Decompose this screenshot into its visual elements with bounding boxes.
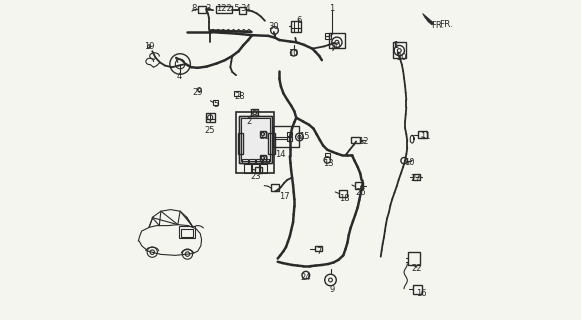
Bar — [329, 33, 345, 48]
Text: FR.: FR. — [439, 20, 453, 29]
Bar — [256, 159, 261, 163]
Bar — [260, 164, 267, 173]
Bar — [239, 116, 272, 163]
Bar — [239, 116, 272, 163]
Text: 18: 18 — [339, 194, 350, 203]
Bar — [239, 7, 246, 14]
Bar — [254, 167, 261, 173]
Text: 21: 21 — [260, 132, 270, 141]
Text: FR.: FR. — [431, 21, 444, 30]
Bar — [286, 137, 292, 141]
Text: 14: 14 — [275, 150, 285, 159]
Bar — [242, 159, 248, 163]
Text: 21: 21 — [260, 156, 270, 165]
Text: 122.5: 122.5 — [216, 4, 240, 12]
Bar — [241, 118, 270, 161]
Text: 29: 29 — [192, 88, 203, 97]
Text: 20: 20 — [330, 42, 340, 51]
Bar — [351, 137, 360, 143]
Text: 24: 24 — [300, 273, 311, 282]
Text: 8: 8 — [192, 4, 197, 12]
Bar — [291, 21, 301, 32]
Bar — [325, 153, 330, 157]
Bar — [213, 100, 218, 105]
Bar — [252, 164, 259, 173]
Text: 15: 15 — [299, 132, 309, 141]
Text: 12: 12 — [358, 137, 369, 146]
Bar — [252, 109, 258, 116]
Text: 10: 10 — [288, 49, 299, 58]
Text: 9: 9 — [329, 285, 335, 294]
Bar — [413, 174, 420, 180]
Text: 1: 1 — [393, 41, 398, 50]
Text: 2: 2 — [246, 117, 252, 126]
Text: 16: 16 — [417, 289, 427, 298]
Bar — [268, 133, 274, 154]
Bar — [244, 164, 250, 173]
Text: 30: 30 — [268, 22, 279, 31]
Text: 26: 26 — [355, 188, 365, 197]
Bar — [260, 155, 266, 161]
Bar — [263, 159, 269, 163]
Text: 23: 23 — [250, 172, 261, 181]
Text: 3: 3 — [206, 4, 211, 12]
Text: 17: 17 — [279, 192, 289, 201]
Bar — [260, 131, 266, 137]
Text: 4: 4 — [177, 72, 182, 81]
Bar — [339, 190, 347, 197]
Bar — [314, 246, 321, 251]
Text: 25: 25 — [205, 126, 215, 135]
Text: 6: 6 — [297, 16, 302, 25]
Bar — [408, 252, 421, 265]
Bar — [181, 229, 193, 237]
Bar — [238, 133, 243, 154]
Text: 1: 1 — [329, 4, 335, 13]
Bar — [216, 6, 232, 13]
Bar — [418, 131, 427, 138]
Bar — [234, 91, 240, 96]
Text: 10: 10 — [404, 158, 414, 167]
Bar — [198, 6, 206, 13]
Text: 27: 27 — [411, 174, 421, 183]
Bar — [354, 182, 364, 189]
Bar — [286, 132, 292, 136]
Text: 20: 20 — [397, 53, 407, 62]
Text: 28: 28 — [234, 92, 245, 101]
Bar — [271, 184, 279, 191]
Text: 13: 13 — [323, 159, 333, 168]
Text: 22: 22 — [412, 264, 422, 273]
Text: 7: 7 — [317, 247, 322, 256]
Bar — [206, 113, 214, 122]
Bar — [413, 285, 422, 294]
Polygon shape — [422, 13, 434, 25]
Bar — [179, 226, 195, 238]
Text: 19: 19 — [144, 42, 155, 51]
Bar — [236, 112, 274, 173]
Text: 21: 21 — [249, 109, 260, 118]
Bar — [393, 42, 406, 58]
Bar — [249, 159, 254, 163]
Bar — [325, 33, 331, 39]
Text: 34: 34 — [241, 4, 251, 12]
Text: 5: 5 — [214, 100, 219, 109]
Bar — [273, 126, 299, 147]
Text: 11: 11 — [419, 132, 430, 141]
